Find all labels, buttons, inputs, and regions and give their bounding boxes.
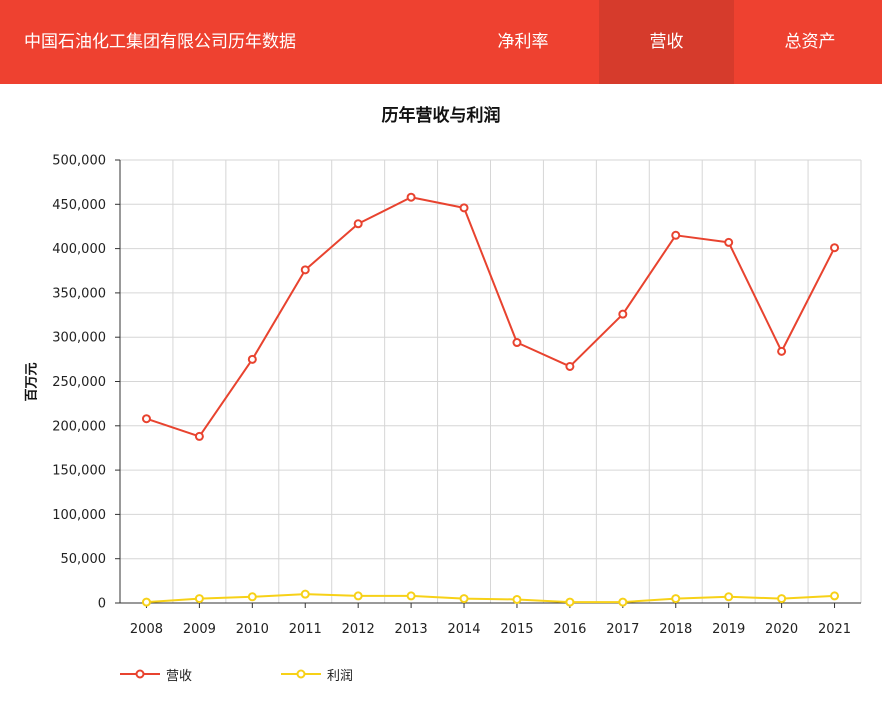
tab-revenue[interactable]: 营收 xyxy=(599,0,734,84)
data-point-revenue xyxy=(618,309,628,319)
data-point-profit xyxy=(141,597,151,607)
y-tick-label: 0 xyxy=(98,597,106,612)
data-point-profit xyxy=(565,597,575,607)
y-tick-label: 150,000 xyxy=(52,464,106,479)
x-tick-label: 2016 xyxy=(553,622,586,637)
chart-title: 历年营收与利润 xyxy=(381,106,501,126)
data-point-revenue xyxy=(141,414,151,424)
data-point-profit xyxy=(353,591,363,601)
data-point-profit xyxy=(512,594,522,604)
data-point-revenue xyxy=(194,431,204,441)
data-point-profit xyxy=(300,589,310,599)
y-tick-label: 450,000 xyxy=(52,198,106,213)
x-tick-label: 2014 xyxy=(447,622,480,637)
site-title: 中国石油化工集团有限公司历年数据 xyxy=(24,32,296,52)
data-point-revenue xyxy=(565,361,575,371)
data-point-revenue xyxy=(353,219,363,229)
x-tick-label: 2013 xyxy=(395,622,428,637)
data-point-profit xyxy=(194,594,204,604)
data-point-profit xyxy=(247,592,257,602)
y-tick-label: 250,000 xyxy=(52,375,106,390)
legend-swatch-profit xyxy=(281,669,321,679)
legend-label-profit: 利润 xyxy=(327,669,354,684)
y-tick-label: 50,000 xyxy=(61,552,107,567)
legend-label-revenue: 营收 xyxy=(166,669,193,684)
tab-total-assets[interactable]: 总资产 xyxy=(784,32,836,52)
data-point-profit xyxy=(830,591,840,601)
x-tick-label: 2020 xyxy=(765,622,798,637)
y-tick-label: 200,000 xyxy=(52,419,106,434)
series-line-profit xyxy=(146,593,835,604)
x-tick-label: 2009 xyxy=(183,622,216,637)
x-tick-label: 2019 xyxy=(712,622,745,637)
data-point-revenue xyxy=(724,237,734,247)
x-tick-label: 2017 xyxy=(606,622,639,637)
legend-item-revenue[interactable]: 营收 xyxy=(120,662,210,686)
data-point-revenue xyxy=(512,338,522,348)
data-point-profit xyxy=(777,594,787,604)
series-line-revenue xyxy=(146,196,836,438)
data-point-revenue xyxy=(830,243,840,253)
data-point-revenue xyxy=(406,192,416,202)
y-tick-label: 100,000 xyxy=(52,508,106,523)
y-tick-label: 500,000 xyxy=(52,154,106,169)
x-tick-label: 2015 xyxy=(500,622,533,637)
y-tick-label: 300,000 xyxy=(52,331,106,346)
x-tick-label: 2010 xyxy=(236,622,269,637)
tab-net-margin[interactable]: 净利率 xyxy=(497,32,549,52)
x-tick-label: 2008 xyxy=(130,622,163,637)
x-tick-label: 2012 xyxy=(342,622,375,637)
data-point-revenue xyxy=(671,230,681,240)
data-point-profit xyxy=(618,597,628,607)
y-tick-label: 400,000 xyxy=(52,242,106,257)
data-point-profit xyxy=(671,594,681,604)
data-point-profit xyxy=(406,591,416,601)
legend-swatch-revenue xyxy=(120,669,160,679)
x-tick-label: 2011 xyxy=(289,622,322,637)
data-point-profit xyxy=(724,592,734,602)
y-tick-label: 350,000 xyxy=(52,286,106,301)
data-point-revenue xyxy=(300,265,310,275)
x-tick-label: 2018 xyxy=(659,622,692,637)
x-tick-label: 2021 xyxy=(818,622,851,637)
legend-item-profit[interactable]: 利润 xyxy=(281,662,371,686)
data-point-revenue xyxy=(777,346,787,356)
data-point-revenue xyxy=(247,354,257,364)
data-point-revenue xyxy=(459,203,469,213)
header-bar: 中国石油化工集团有限公司历年数据 净利率 营收 总资产 xyxy=(0,0,882,84)
data-point-profit xyxy=(459,594,469,604)
